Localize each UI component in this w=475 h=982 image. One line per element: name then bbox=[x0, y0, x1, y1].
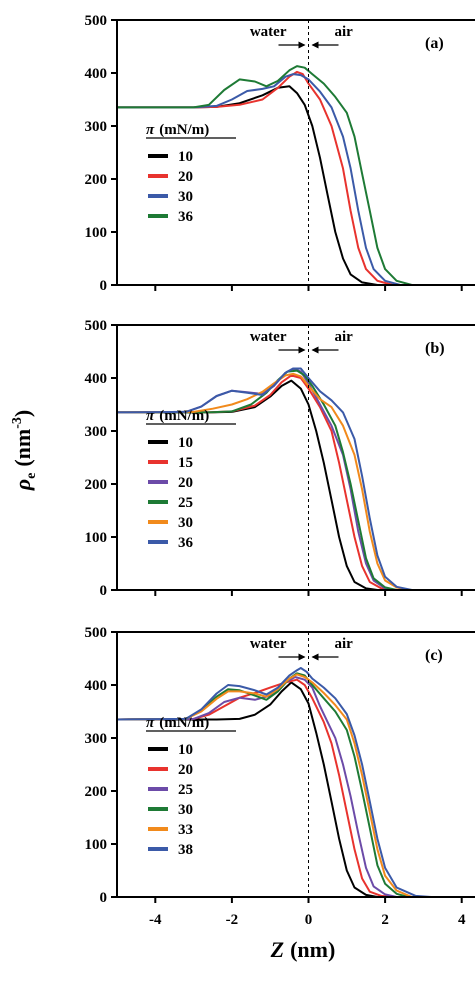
legend-label-10: 10 bbox=[178, 435, 193, 451]
x-axis-symbol: Z bbox=[270, 937, 284, 962]
series-line-20 bbox=[117, 367, 475, 590]
y-tick-label: 500 bbox=[85, 13, 108, 29]
y-tick-label: 400 bbox=[85, 678, 108, 694]
series-group bbox=[117, 65, 475, 285]
y-axis-unit-open: (nm bbox=[10, 429, 35, 467]
series-line-25 bbox=[117, 369, 475, 590]
legend-title-unit: (mN/m) bbox=[159, 122, 209, 138]
legend-label-10: 10 bbox=[178, 149, 193, 165]
legend-label-30: 30 bbox=[178, 515, 193, 531]
air-arrowhead bbox=[311, 653, 319, 661]
series-group bbox=[117, 667, 475, 897]
series-line-38 bbox=[117, 667, 475, 897]
air-label: air bbox=[335, 24, 354, 40]
water-label: water bbox=[250, 636, 287, 652]
y-axis-subscript: e bbox=[24, 473, 39, 479]
y-tick-label: 500 bbox=[85, 625, 108, 641]
water-arrowhead bbox=[298, 653, 306, 661]
y-tick-label: 0 bbox=[100, 583, 108, 599]
x-tick-label: 4 bbox=[458, 912, 466, 928]
y-tick-label: 300 bbox=[85, 424, 108, 440]
panel-c: 0 100 200 300 400 500 -4 -2 0 2 4 water air (c) π (mN/m… bbox=[85, 625, 475, 928]
x-tick-label: -4 bbox=[149, 912, 162, 928]
air-arrowhead bbox=[311, 346, 319, 354]
x-tick-label: 0 bbox=[305, 912, 313, 928]
series-line-30 bbox=[117, 73, 475, 285]
y-axis-title: ρe (nm-3) bbox=[10, 410, 39, 491]
legend-label-36: 36 bbox=[178, 209, 194, 225]
y-tick-label: 0 bbox=[100, 278, 108, 294]
legend-label-15: 15 bbox=[178, 455, 193, 471]
legend-title-symbol: π bbox=[146, 408, 155, 424]
legend-label-30: 30 bbox=[178, 802, 193, 818]
legend-label-20: 20 bbox=[178, 475, 193, 491]
legend-title: π (mN/m) bbox=[146, 122, 209, 138]
legend-label-25: 25 bbox=[178, 782, 193, 798]
water-arrowhead bbox=[298, 41, 306, 49]
legend-label-38: 38 bbox=[178, 842, 193, 858]
panel-tag: (a) bbox=[425, 35, 444, 52]
legend-label-33: 33 bbox=[178, 822, 193, 838]
air-arrowhead bbox=[311, 41, 319, 49]
series-line-15 bbox=[117, 374, 475, 590]
y-axis-unit-exp: -3 bbox=[10, 417, 25, 429]
water-arrowhead bbox=[298, 346, 306, 354]
panel-b: 0 100 200 300 400 500 water air (b) π (mN/m) 10 15 20… bbox=[85, 318, 475, 599]
air-label: air bbox=[335, 329, 354, 345]
series-group bbox=[117, 367, 475, 590]
air-label: air bbox=[335, 636, 354, 652]
panel-tag: (b) bbox=[425, 340, 445, 357]
y-tick-label: 200 bbox=[85, 784, 108, 800]
panel-tag: (c) bbox=[425, 647, 443, 664]
series-line-36 bbox=[117, 65, 475, 285]
y-tick-label: 300 bbox=[85, 731, 108, 747]
y-tick-label: 200 bbox=[85, 172, 108, 188]
water-label: water bbox=[250, 329, 287, 345]
y-tick-label: 400 bbox=[85, 66, 108, 82]
series-line-20 bbox=[117, 70, 475, 285]
legend-title: π (mN/m) bbox=[146, 715, 209, 731]
legend-title-symbol: π bbox=[146, 122, 155, 138]
series-line-30 bbox=[117, 372, 475, 590]
y-axis-symbol: ρ bbox=[10, 479, 35, 491]
series-line-25 bbox=[117, 676, 475, 897]
legend-title-unit: (mN/m) bbox=[159, 715, 209, 731]
series-line-30 bbox=[117, 672, 475, 897]
y-axis-unit-close: ) bbox=[10, 410, 35, 417]
series-line-20 bbox=[117, 678, 475, 897]
legend-title-symbol: π bbox=[146, 715, 155, 731]
series-line-33 bbox=[117, 673, 475, 897]
y-tick-label: 0 bbox=[100, 890, 108, 906]
y-tick-label: 400 bbox=[85, 371, 108, 387]
legend-label-25: 25 bbox=[178, 495, 193, 511]
x-axis-unit: (nm) bbox=[290, 937, 335, 962]
y-tick-label: 500 bbox=[85, 318, 108, 334]
legend-label-10: 10 bbox=[178, 742, 193, 758]
legend-label-36: 36 bbox=[178, 535, 194, 551]
water-label: water bbox=[250, 24, 287, 40]
series-line-36 bbox=[117, 367, 475, 590]
legend-label-20: 20 bbox=[178, 169, 193, 185]
series-line-10 bbox=[117, 85, 475, 285]
x-axis-title: Z (nm) bbox=[270, 937, 336, 962]
legend-title-unit: (mN/m) bbox=[159, 408, 209, 424]
series-line-10 bbox=[117, 379, 475, 590]
y-tick-label: 200 bbox=[85, 477, 108, 493]
y-tick-label: 100 bbox=[85, 225, 108, 241]
legend-title: π (mN/m) bbox=[146, 408, 209, 424]
legend-label-20: 20 bbox=[178, 762, 193, 778]
legend-label-30: 30 bbox=[178, 189, 193, 205]
panel-a: 0 100 200 300 400 500 water air (a) π (mN/m) 10 20 30… bbox=[85, 13, 475, 294]
x-tick-label: 2 bbox=[381, 912, 389, 928]
y-tick-label: 100 bbox=[85, 837, 108, 853]
y-tick-label: 300 bbox=[85, 119, 108, 135]
x-tick-label: -2 bbox=[226, 912, 239, 928]
series-line-10 bbox=[117, 681, 475, 897]
y-tick-label: 100 bbox=[85, 530, 108, 546]
